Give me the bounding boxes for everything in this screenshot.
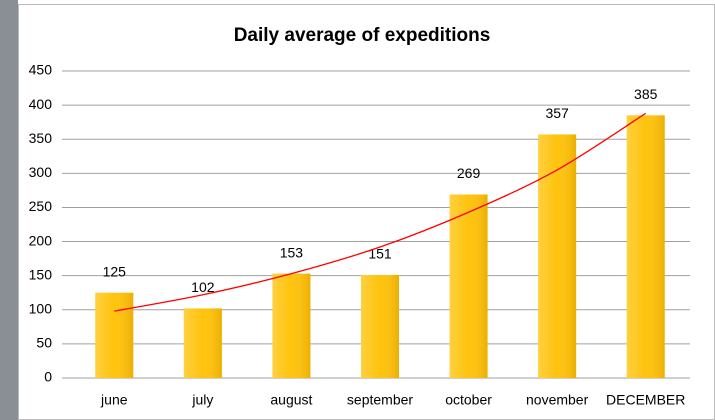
y-tick-label: 250 [29,198,53,214]
data-label: 125 [103,263,127,279]
bar-shade [538,134,576,378]
bar-shade [627,115,665,378]
bar-shade [450,194,488,378]
x-tick-label: september [347,392,413,408]
y-tick-label: 50 [36,335,52,351]
x-tick-label: august [270,392,312,408]
bar-shade [184,308,222,378]
y-tick-label: 0 [44,369,52,385]
y-tick-label: 350 [29,130,53,146]
x-tick-label: DECEMBER [606,392,685,408]
x-tick-label: june [100,392,128,408]
background-strip [0,0,18,420]
chart-title: Daily average of expeditions [234,25,491,46]
y-tick-label: 150 [29,266,53,282]
y-tick-label: 200 [29,232,53,248]
bar-shade [95,293,133,378]
data-label: 153 [280,244,304,260]
data-label: 385 [634,86,658,102]
data-label: 151 [368,246,392,262]
y-tick-label: 450 [29,62,53,78]
y-tick-label: 400 [29,96,53,112]
bar-shade [361,275,399,378]
data-label: 357 [545,105,569,121]
y-tick-label: 300 [29,164,53,180]
chart: Daily average of expeditions 0 50 100 150 20… [0,0,715,420]
x-tick-label: october [445,392,492,408]
x-tick-label: july [191,392,213,408]
bar-shade [272,274,310,378]
x-tick-label: november [526,392,589,408]
data-label: 269 [457,165,481,181]
y-tick-label: 100 [29,300,53,316]
